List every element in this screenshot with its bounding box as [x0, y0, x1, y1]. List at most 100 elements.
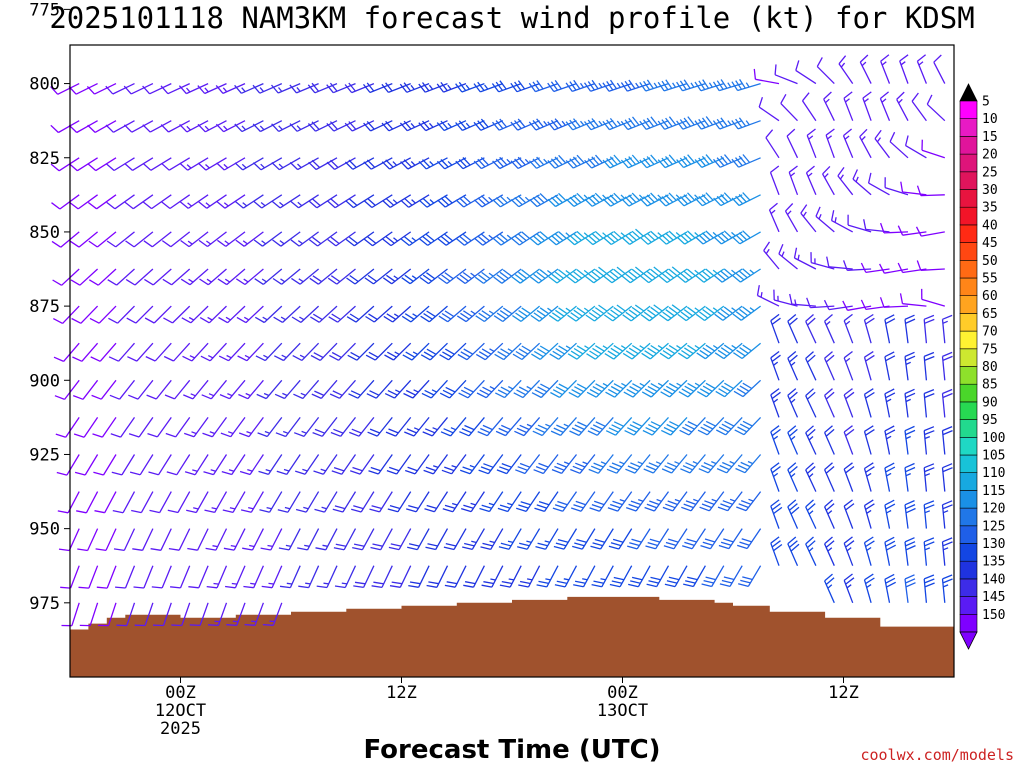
barb-feather: [916, 54, 927, 62]
wind-barb: [770, 462, 781, 492]
barb-staff: [705, 379, 725, 398]
barb-feather: [587, 196, 597, 205]
barb-staff: [454, 565, 467, 588]
barb-feather: [713, 158, 721, 168]
barb-feather: [54, 395, 65, 401]
wind-barb: [787, 462, 799, 492]
barb-half-feather: [657, 345, 663, 349]
wind-barb: [381, 157, 412, 170]
colorbar-segment: [959, 401, 978, 420]
barb-feather: [206, 585, 218, 589]
barb-feather: [346, 277, 356, 285]
barb-feather: [787, 536, 797, 545]
wind-barb: [714, 305, 743, 321]
wind-barb: [570, 454, 596, 474]
barb-staff: [123, 528, 136, 551]
barb-feather: [441, 469, 452, 475]
barb-feather: [276, 470, 287, 476]
wind-barb: [787, 425, 799, 455]
barb-staff: [120, 417, 136, 438]
barb-feather: [347, 354, 358, 361]
barb-feather: [348, 121, 357, 130]
barb-half-feather: [620, 232, 626, 237]
barb-half-feather: [186, 125, 191, 131]
barb-feather: [271, 200, 281, 209]
wind-barb: [843, 573, 855, 604]
barb-feather: [591, 233, 601, 241]
barb-feather: [665, 79, 673, 89]
wind-barb: [531, 342, 559, 360]
barb-feather: [583, 121, 592, 131]
barb-feather: [923, 537, 935, 543]
barb-feather: [628, 309, 638, 317]
barb-feather: [167, 509, 179, 514]
wind-barb: [492, 118, 522, 131]
wind-barb: [308, 231, 338, 247]
barb-feather: [554, 118, 563, 128]
barb-staff: [130, 83, 154, 95]
barb-half-feather: [428, 84, 434, 90]
wind-barb: [904, 462, 916, 492]
barb-feather: [650, 192, 659, 201]
barb-feather: [132, 548, 143, 551]
barb-feather: [646, 232, 656, 241]
barb-feather: [663, 388, 673, 395]
wind-barb: [87, 194, 117, 210]
barb-feather: [605, 430, 616, 436]
wind-barb: [511, 231, 540, 246]
wind-barb: [88, 231, 117, 248]
barb-feather: [160, 124, 169, 133]
wind-barb: [567, 305, 596, 322]
barb-feather: [426, 504, 437, 510]
barb-feather: [536, 584, 547, 588]
barb-feather: [518, 271, 528, 280]
barb-half-feather: [247, 468, 253, 472]
wind-barb: [694, 192, 725, 207]
barb-feather: [666, 462, 678, 468]
wind-barb: [78, 565, 99, 589]
barb-feather: [463, 504, 474, 509]
barb-feather: [386, 351, 397, 358]
barb-feather: [403, 120, 412, 130]
barb-feather: [499, 118, 507, 128]
barb-feather: [500, 542, 512, 547]
barb-feather: [576, 383, 587, 390]
barb-staff: [448, 342, 467, 361]
barb-feather: [625, 468, 636, 474]
barb-staff: [542, 454, 559, 474]
barb-feather: [942, 537, 953, 543]
wind-barb: [824, 573, 835, 604]
barb-feather: [328, 316, 339, 323]
barb-feather: [770, 425, 780, 433]
wind-barb: [900, 181, 927, 196]
wind-barb: [459, 416, 485, 437]
barb-feather: [197, 85, 206, 94]
barb-half-feather: [186, 87, 191, 93]
barb-feather: [788, 428, 798, 437]
barb-half-feather: [565, 307, 571, 312]
barb-half-feather: [429, 122, 434, 128]
barb-feather: [905, 318, 916, 324]
barb-staff: [300, 305, 320, 323]
colorbar-segment: [959, 330, 978, 350]
barb-feather: [736, 388, 747, 395]
barb-feather: [845, 577, 855, 585]
barb-feather: [480, 466, 492, 472]
barb-feather: [825, 577, 835, 585]
wind-barb: [904, 574, 916, 603]
wind-barb: [676, 268, 706, 283]
barb-half-feather: [241, 163, 247, 169]
barb-feather: [460, 351, 471, 358]
barb-half-feather: [393, 313, 400, 318]
wind-barb: [863, 425, 875, 455]
barb-feather: [381, 122, 390, 132]
barb-feather: [825, 391, 835, 400]
wind-barb: [644, 491, 670, 512]
credit-text[interactable]: coolwx.com/models: [860, 746, 1014, 764]
wind-barb: [400, 194, 430, 208]
barb-staff: [132, 194, 154, 210]
barb-feather: [720, 503, 731, 509]
barb-feather: [133, 586, 144, 589]
barb-feather: [573, 271, 583, 279]
barb-feather: [824, 573, 833, 582]
